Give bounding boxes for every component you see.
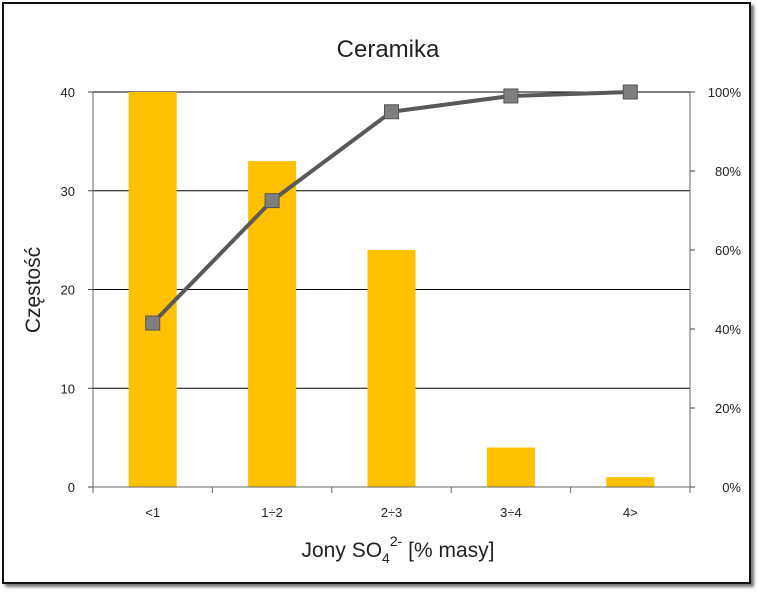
y-axis-label: Częstość bbox=[22, 247, 45, 333]
bar-series bbox=[128, 92, 655, 487]
line-marker bbox=[384, 104, 399, 120]
line-marker bbox=[622, 84, 638, 100]
y-tick-label: 20 bbox=[61, 283, 75, 298]
y2-tick-label: 80% bbox=[715, 164, 741, 179]
x-tick-label: 1÷2 bbox=[261, 505, 283, 520]
x-axis-label-rest: [% masy] bbox=[402, 539, 494, 562]
y-tick-label: 10 bbox=[61, 381, 75, 396]
x-axis-ticks: <1 1÷2 2÷3 3÷4 4> bbox=[92, 487, 691, 520]
y2-axis-ticks: 0% 20% 40% 60% 80% 100% bbox=[690, 85, 741, 495]
line-marker bbox=[145, 315, 161, 331]
line-marker bbox=[264, 193, 280, 209]
y-tick-label: 30 bbox=[61, 184, 75, 199]
bar bbox=[248, 161, 297, 487]
bar bbox=[367, 250, 416, 487]
y2-tick-label: 0% bbox=[722, 480, 741, 495]
x-axis-label-superscript: 2- bbox=[390, 533, 403, 549]
y-axis-ticks: 0 10 20 30 40 bbox=[61, 85, 93, 495]
x-tick-label: <1 bbox=[145, 505, 160, 520]
y-tick-label: 0 bbox=[68, 480, 75, 495]
line-marker bbox=[503, 88, 519, 104]
chart-title: Ceramika bbox=[337, 36, 440, 63]
y2-tick-label: 60% bbox=[715, 243, 741, 258]
x-axis-label: Jony SO42- [% masy] bbox=[302, 533, 495, 566]
x-tick-label: 4> bbox=[623, 505, 638, 520]
x-axis-label-main: Jony SO bbox=[302, 539, 383, 562]
y-tick-label: 40 bbox=[61, 85, 75, 100]
x-tick-label: 2÷3 bbox=[381, 505, 403, 520]
x-axis-label-subscript: 4 bbox=[382, 550, 390, 566]
y2-tick-label: 100% bbox=[708, 85, 742, 100]
bar bbox=[606, 477, 655, 487]
y2-tick-label: 20% bbox=[715, 401, 741, 416]
bar bbox=[486, 447, 535, 487]
cumulative-line-series bbox=[145, 84, 638, 331]
x-tick-label: 3÷4 bbox=[500, 505, 522, 520]
y2-tick-label: 40% bbox=[715, 322, 741, 337]
bar bbox=[128, 92, 177, 487]
